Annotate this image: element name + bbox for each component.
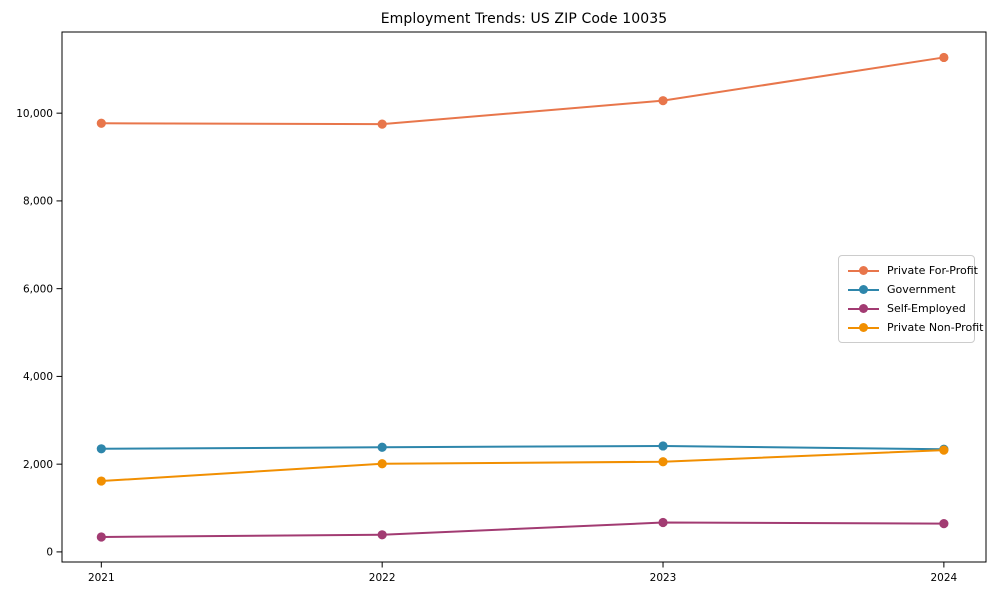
legend-item: Government <box>848 280 965 299</box>
data-point <box>377 530 387 540</box>
data-point <box>658 441 668 451</box>
data-point <box>377 459 387 469</box>
legend-item: Private Non-Profit <box>848 318 983 337</box>
data-point <box>96 476 106 486</box>
legend-line-marker-icon <box>848 284 879 295</box>
data-point <box>96 118 106 128</box>
legend-line-marker-icon <box>848 265 879 276</box>
legend-label: Government <box>887 283 956 296</box>
data-point <box>939 445 949 455</box>
data-point <box>939 52 949 63</box>
x-tick-label: 2024 <box>931 572 958 584</box>
data-point <box>96 532 106 542</box>
data-point <box>377 442 387 452</box>
x-tick-label: 2021 <box>88 572 115 584</box>
y-tick-label: 8,000 <box>23 196 53 208</box>
legend-line-marker-icon <box>848 303 879 314</box>
data-point <box>939 519 949 529</box>
y-tick-label: 4,000 <box>23 371 53 383</box>
data-point <box>377 119 387 129</box>
y-tick-label: 2,000 <box>23 459 53 471</box>
x-tick-label: 2023 <box>650 572 677 584</box>
series-line <box>101 449 944 483</box>
axes-box <box>61 31 987 563</box>
legend-line-marker-icon <box>848 322 879 333</box>
chart-title: Employment Trends: US ZIP Code 10035 <box>380 11 668 27</box>
legend-item: Private For-Profit <box>848 261 978 280</box>
series-line <box>101 56 945 126</box>
legend-label: Private For-Profit <box>887 264 978 277</box>
data-point <box>658 517 668 528</box>
data-point <box>658 457 668 467</box>
series-line <box>101 521 944 538</box>
legend-label: Self-Employed <box>887 302 966 315</box>
data-point <box>96 444 106 454</box>
legend: Private For-Profit Government Self-Emplo… <box>838 255 983 343</box>
legend-label: Private Non-Profit <box>887 321 984 334</box>
y-tick-label: 6,000 <box>23 283 53 295</box>
y-tick-label: 0 <box>46 547 53 559</box>
x-tick-label: 2022 <box>369 572 396 584</box>
legend-item: Self-Employed <box>848 299 966 318</box>
series-line <box>101 444 944 451</box>
data-point <box>658 96 668 106</box>
y-tick-label: 10,000 <box>16 108 53 120</box>
